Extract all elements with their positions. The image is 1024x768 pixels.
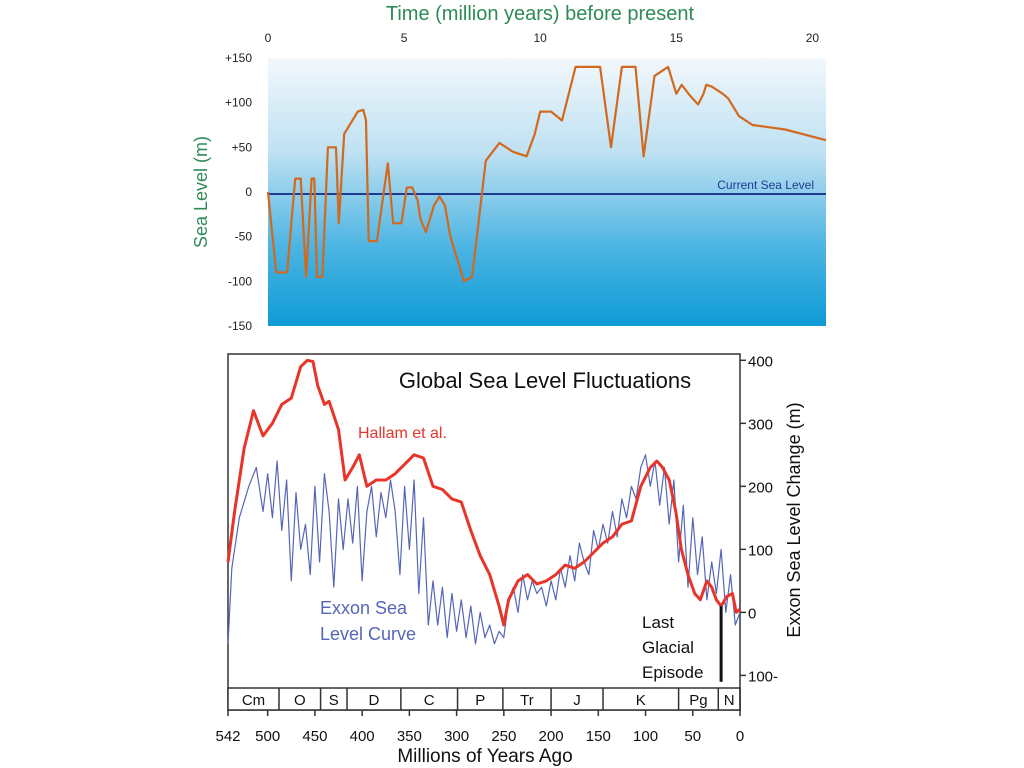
- glacial-label-line2: Glacial: [642, 638, 694, 657]
- bottom-chart-frame: [227, 353, 741, 711]
- top-x-tick-label: 0: [265, 31, 272, 45]
- period-label: Tr: [520, 692, 534, 709]
- bottom-y-tick-label: 400: [748, 353, 773, 370]
- exxon-label-line2: Level Curve: [320, 624, 416, 644]
- top-x-tick-label: 5: [401, 31, 408, 45]
- bottom-chart: Global Sea Level Fluctuations Hallam et …: [215, 353, 804, 767]
- top-y-tick-label: +100: [225, 96, 252, 110]
- bottom-x-tick-label: 400: [350, 728, 375, 745]
- bottom-y-tick-label: 300: [748, 416, 773, 433]
- bottom-x-tick-label: 50: [684, 728, 701, 745]
- top-sea-level-series: [266, 65, 827, 283]
- top-chart-title: Time (million years) before present: [386, 3, 695, 25]
- bottom-chart-ylabel: Exxon Sea Level Change (m): [784, 402, 804, 637]
- top-y-tick-label: +150: [225, 51, 252, 65]
- bottom-x-tick-label: 100: [633, 728, 658, 745]
- bottom-x-ticks: 542 500 450 400 350 300 250 200 150 100 50 0: [215, 710, 744, 745]
- bottom-x-tick-label: 0: [736, 728, 744, 745]
- current-sea-level-label: Current Sea Level: [717, 178, 814, 192]
- exxon-sea-level-series: [227, 454, 741, 645]
- bottom-x-tick-label: 542: [215, 728, 240, 745]
- hallam-label: Hallam et al.: [358, 425, 447, 442]
- period-label: C: [424, 692, 435, 709]
- top-y-ticks: +150 +100 +50 0 -50 -100 -150: [225, 51, 252, 333]
- period-label: Cm: [242, 692, 265, 709]
- bottom-y-tick-label: 100-: [748, 668, 778, 685]
- bottom-x-tick-label: 350: [397, 728, 422, 745]
- top-y-tick-label: -150: [228, 319, 252, 333]
- top-y-tick-label: 0: [245, 185, 252, 199]
- top-x-tick-label: 10: [534, 31, 548, 45]
- period-label: P: [475, 692, 485, 709]
- hallam-series: [226, 358, 741, 627]
- geologic-period-bar: Cm O S D C P Tr J K Pg N: [227, 687, 741, 711]
- top-x-tick-label: 15: [670, 31, 684, 45]
- bottom-x-tick-label: 500: [255, 728, 280, 745]
- top-y-tick-label: +50: [232, 140, 253, 154]
- bottom-chart-title: Global Sea Level Fluctuations: [399, 368, 691, 393]
- period-label: J: [573, 692, 581, 709]
- top-chart-ylabel: Sea Level (m): [191, 136, 211, 248]
- glacial-label-line3: Episode: [642, 663, 703, 682]
- top-x-tick-label: 20: [806, 31, 820, 45]
- top-chart: Time (million years) before present Sea …: [191, 3, 827, 333]
- period-label: Pg: [689, 692, 707, 709]
- top-y-tick-label: -100: [228, 274, 252, 288]
- bottom-y-tick-label: 0: [748, 605, 756, 622]
- bottom-y-tick-label: 200: [748, 479, 773, 496]
- bottom-x-tick-label: 450: [302, 728, 327, 745]
- bottom-x-tick-label: 200: [539, 728, 564, 745]
- bottom-x-tick-label: 150: [586, 728, 611, 745]
- period-label: K: [636, 692, 646, 709]
- bottom-x-tick-label: 250: [491, 728, 516, 745]
- period-label: N: [724, 692, 735, 709]
- bottom-chart-xlabel: Millions of Years Ago: [397, 746, 572, 767]
- exxon-label-line1: Exxon Sea: [320, 598, 408, 618]
- top-x-ticks: 0 5 10 15 20: [265, 31, 820, 45]
- bottom-y-ticks: 400 300 200 100 0 100-: [740, 353, 778, 685]
- period-label: S: [329, 692, 339, 709]
- bottom-y-tick-label: 100: [748, 542, 773, 559]
- glacial-label-line1: Last: [642, 613, 674, 632]
- top-y-tick-label: -50: [235, 230, 253, 244]
- bottom-x-tick-label: 300: [444, 728, 469, 745]
- top-chart-background: [268, 58, 826, 326]
- period-label: O: [294, 692, 306, 709]
- period-label: D: [369, 692, 380, 709]
